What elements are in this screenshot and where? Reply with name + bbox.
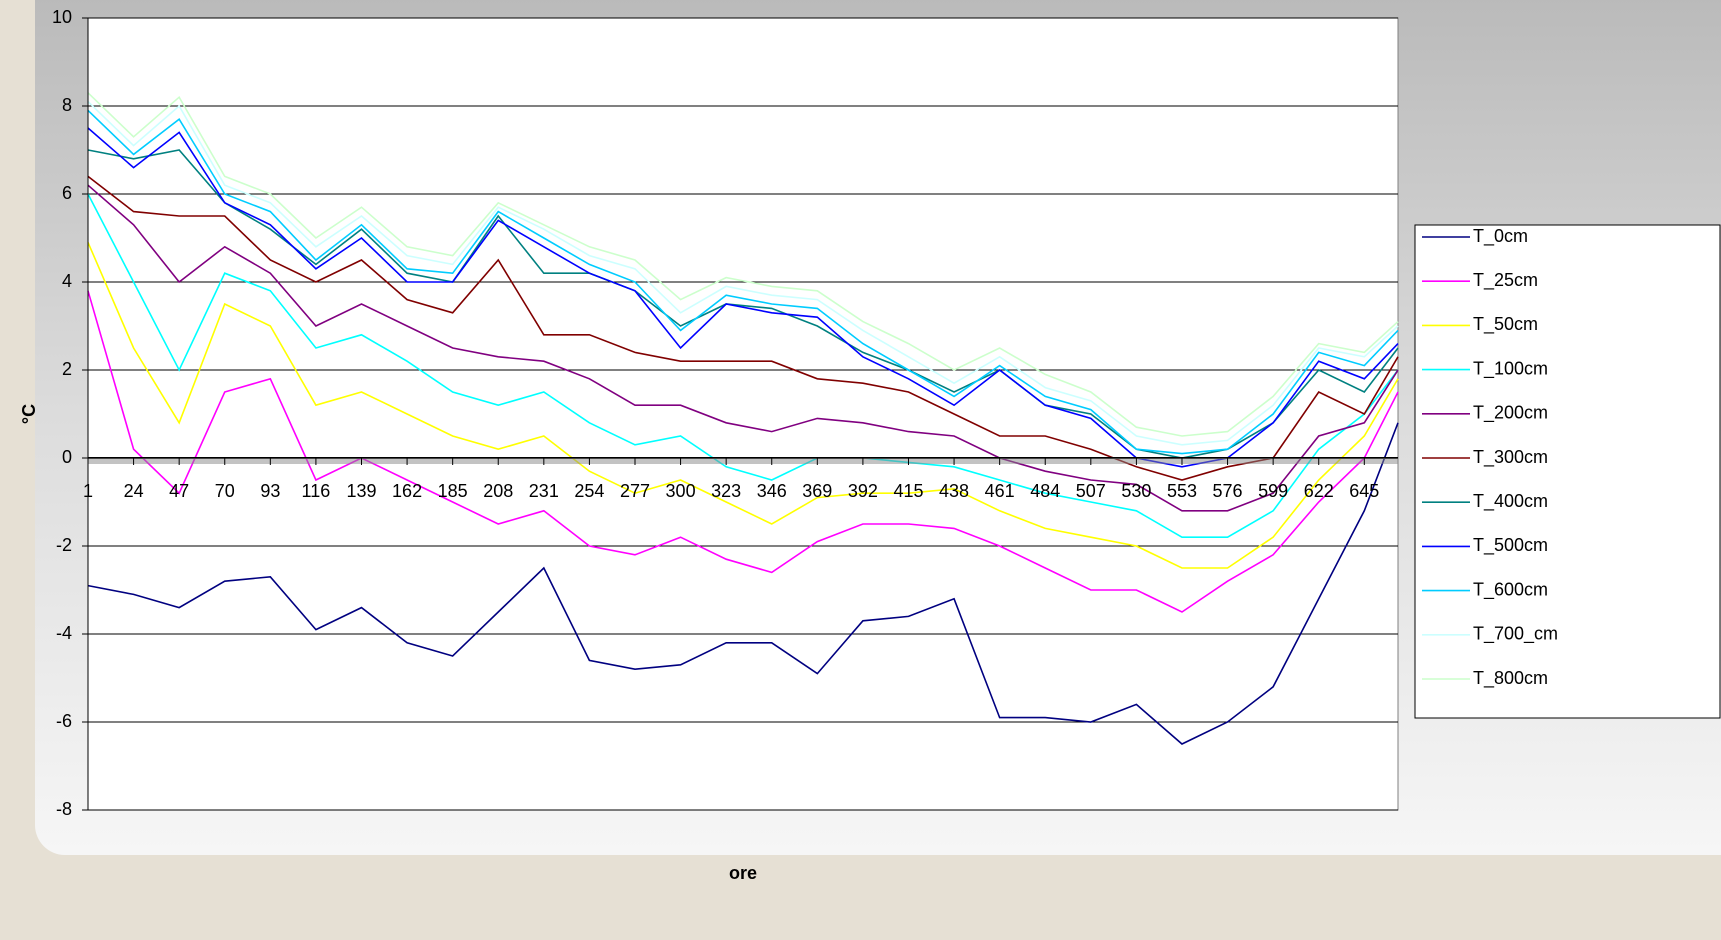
x-tick-label: 24 <box>124 481 144 501</box>
x-tick-label: 93 <box>260 481 280 501</box>
x-axis-band <box>88 458 1398 464</box>
legend-label: T_100cm <box>1473 358 1548 379</box>
y-tick-label: 4 <box>62 271 72 291</box>
series-line <box>87 109 1399 455</box>
y-tick-label: 2 <box>62 359 72 379</box>
series-line <box>87 175 1399 481</box>
legend-label: T_200cm <box>1473 403 1548 424</box>
x-tick-label: 47 <box>169 481 189 501</box>
legend-label: T_300cm <box>1473 447 1548 468</box>
x-tick-label: 392 <box>848 481 878 501</box>
y-tick-label: 6 <box>62 183 72 203</box>
x-tick-label: 185 <box>438 481 468 501</box>
y-axis-label: °C <box>19 404 39 424</box>
y-tick-label: -8 <box>56 799 72 819</box>
x-tick-label: 553 <box>1167 481 1197 501</box>
legend-label: T_800cm <box>1473 668 1548 689</box>
x-tick-label: 231 <box>529 481 559 501</box>
series-line <box>87 149 1399 459</box>
legend-label: T_600cm <box>1473 579 1548 600</box>
x-tick-label: 346 <box>757 481 787 501</box>
legend-label: T_500cm <box>1473 535 1548 556</box>
x-tick-label: 645 <box>1349 481 1379 501</box>
plot-area <box>87 17 1399 811</box>
x-tick-label: 438 <box>939 481 969 501</box>
series-line <box>87 101 1399 446</box>
x-tick-label: 461 <box>985 481 1015 501</box>
series-line <box>87 193 1399 538</box>
series-line <box>87 184 1399 512</box>
grid <box>88 17 1398 811</box>
x-tick-label: 254 <box>574 481 604 501</box>
series-line <box>87 422 1399 745</box>
x-tick-label: 599 <box>1258 481 1288 501</box>
y-tick-label: 0 <box>62 447 72 467</box>
x-tick-label: 208 <box>483 481 513 501</box>
x-tick-label: 622 <box>1304 481 1334 501</box>
y-tick-label: 8 <box>62 95 72 115</box>
x-tick-label: 116 <box>302 481 331 501</box>
x-tick-label: 1 <box>83 481 93 501</box>
x-tick-label: 415 <box>893 481 923 501</box>
legend-label: T_400cm <box>1473 491 1548 512</box>
x-tick-label: 323 <box>711 481 741 501</box>
y-tick-label: -6 <box>56 711 72 731</box>
x-tick-label: 277 <box>620 481 650 501</box>
x-tick-label: 530 <box>1121 481 1151 501</box>
x-tick-label: 139 <box>346 481 376 501</box>
series-line <box>87 242 1399 569</box>
x-tick-label: 70 <box>215 481 235 501</box>
series-line <box>87 127 1399 468</box>
y-tick-label: -4 <box>56 623 72 643</box>
y-tick-label: 10 <box>52 7 72 27</box>
legend-label: T_700_cm <box>1473 624 1558 645</box>
x-tick-label: 507 <box>1076 481 1106 501</box>
legend-label: T_25cm <box>1473 270 1538 291</box>
lines <box>87 92 1399 745</box>
legend: T_0cm T_25cm T_50cm T_100cm T_200cm T_300cm T_… <box>1422 226 1558 689</box>
legend-label: T_50cm <box>1473 314 1538 335</box>
series-line <box>87 92 1399 437</box>
x-axis-label: ore <box>729 863 757 883</box>
legend-box <box>1414 224 1721 719</box>
x-tick-label: 162 <box>392 481 422 501</box>
x-tick-label: 484 <box>1030 481 1060 501</box>
x-tick-label: 369 <box>802 481 832 501</box>
legend-label: T_0cm <box>1473 226 1528 247</box>
x-tick-label: 300 <box>666 481 696 501</box>
x-tick-label: 576 <box>1213 481 1243 501</box>
y-tick-label: -2 <box>56 535 72 555</box>
